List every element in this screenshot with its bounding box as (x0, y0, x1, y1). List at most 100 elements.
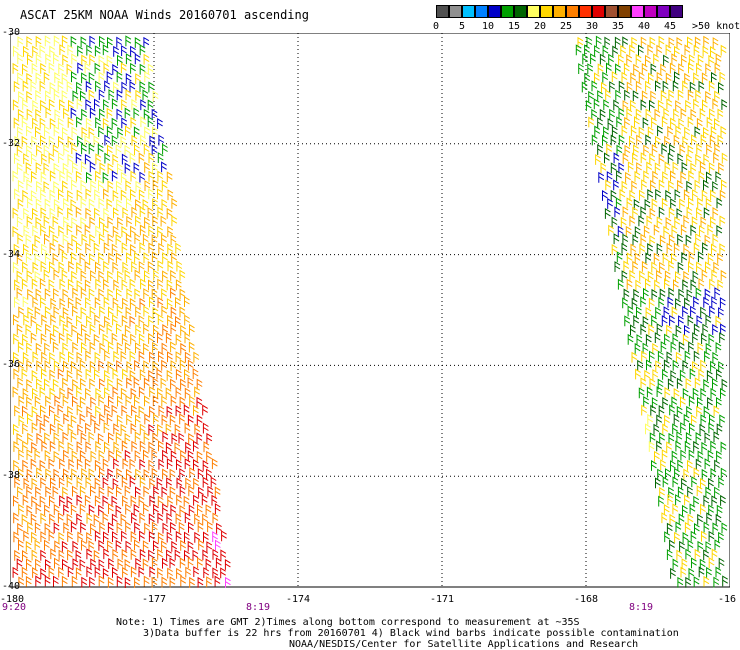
wind-barb (13, 495, 19, 507)
wind-barb (134, 53, 141, 65)
wind-barb (67, 531, 73, 542)
wind-barb (17, 198, 24, 210)
wind-barb (26, 270, 33, 281)
wind-barb (152, 395, 159, 407)
wind-barb (49, 405, 55, 416)
wind-barb (663, 225, 670, 237)
wind-barb (658, 495, 664, 507)
wind-barb (62, 288, 69, 300)
wind-barb (94, 207, 100, 219)
wind-barb (48, 458, 55, 470)
wind-barb (162, 143, 168, 155)
legend-swatch (618, 5, 631, 18)
wind-barb (148, 459, 155, 471)
wind-barb (124, 577, 131, 588)
wind-barb (653, 252, 660, 264)
wind-barb (125, 306, 132, 318)
wind-barb (80, 287, 87, 299)
wind-barb (26, 505, 33, 516)
wind-barb (678, 341, 685, 353)
wind-barb (683, 189, 690, 201)
wind-barb (694, 36, 701, 48)
wind-barb (611, 216, 618, 228)
wind-barb (664, 135, 670, 147)
wind-barb (194, 531, 201, 543)
wind-barb (169, 557, 176, 569)
wind-barb (107, 361, 114, 372)
wind-barb (689, 81, 696, 93)
wind-barb (710, 126, 717, 137)
wind-barb (656, 440, 662, 452)
wind-barb (53, 575, 59, 587)
wind-barb (107, 163, 114, 174)
wind-barb (661, 143, 668, 155)
wind-barb (153, 485, 159, 497)
wind-barb (130, 566, 137, 578)
wind-barb (170, 269, 176, 281)
wind-barb (603, 126, 609, 138)
wind-barb (121, 153, 128, 165)
wind-barb (634, 170, 641, 182)
wind-barb (683, 243, 690, 255)
wind-barb (54, 395, 61, 407)
wind-barb (597, 63, 604, 75)
wind-barb (709, 108, 715, 120)
wind-barb (700, 216, 707, 228)
wind-barb (104, 369, 110, 381)
wind-barb (671, 53, 678, 65)
wind-barb (640, 296, 647, 308)
wind-barb (699, 558, 706, 570)
wind-barb (675, 324, 682, 336)
wind-barb (197, 521, 204, 533)
wind-barb (95, 278, 102, 290)
wind-barb (667, 494, 674, 505)
wind-barb (157, 512, 164, 524)
wind-barb (196, 396, 203, 408)
wind-barb (162, 270, 168, 282)
wind-barb (202, 422, 209, 434)
wind-barb (153, 324, 159, 336)
wind-barb (79, 413, 86, 425)
wind-barb (116, 377, 123, 389)
wind-barb (175, 316, 181, 327)
wind-barb (85, 441, 92, 453)
wind-barb (693, 440, 699, 452)
wind-barb (708, 422, 715, 434)
wind-barb (675, 125, 682, 137)
wind-barb (125, 503, 131, 515)
wind-barb (44, 251, 51, 263)
wind-barb (161, 305, 168, 317)
wind-barb (180, 324, 186, 336)
wind-barb (17, 72, 23, 84)
wind-barb (90, 558, 97, 570)
wind-barb (125, 89, 132, 101)
wind-barb (104, 152, 111, 164)
wind-barb (644, 369, 651, 381)
wind-barb (720, 269, 727, 281)
wind-barb (32, 296, 39, 308)
wind-barb (152, 90, 159, 102)
wind-barb (166, 279, 173, 291)
wind-barb (714, 459, 720, 471)
wind-barb (89, 233, 96, 245)
wind-barb (680, 108, 687, 119)
wind-barb (122, 495, 128, 507)
wind-barb (117, 395, 123, 407)
wind-barb (686, 206, 693, 218)
wind-barb (642, 342, 649, 354)
wind-barb (674, 467, 680, 479)
wind-barb (151, 144, 158, 156)
wind-barb (121, 530, 127, 542)
wind-barb (709, 134, 716, 146)
wind-barb (22, 388, 29, 399)
wind-barb (674, 71, 680, 83)
legend-swatch (657, 5, 670, 18)
wind-barb (689, 368, 696, 380)
wind-barb (139, 530, 145, 542)
wind-barb (171, 197, 178, 209)
wind-barb (75, 152, 82, 164)
wind-barb (171, 251, 177, 263)
wind-barb (152, 126, 158, 138)
wind-barb (165, 387, 172, 399)
wind-barb (77, 62, 84, 74)
